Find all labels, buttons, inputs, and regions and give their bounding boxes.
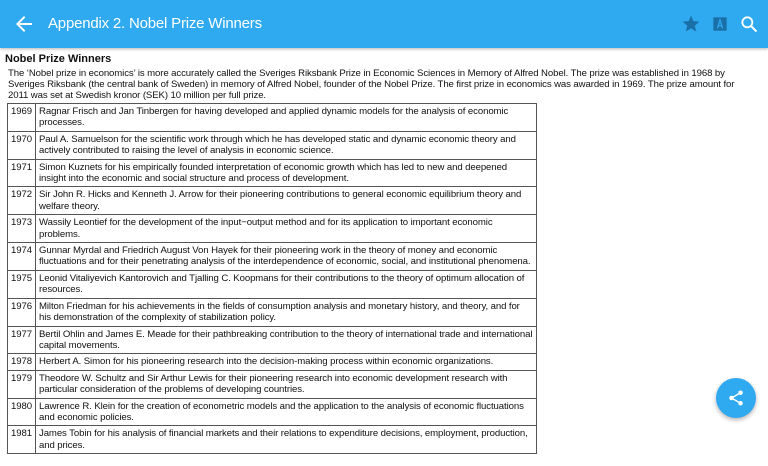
laureate-cell: Bertil Ohlin and James E. Meade for thei…	[35, 325, 537, 355]
laureate-cell: Ragnar Frisch and Jan Tinbergen for havi…	[35, 103, 537, 132]
year-cell: 1971	[7, 158, 36, 188]
laureate-cell: Milton Friedman for his achievements in …	[35, 297, 537, 327]
year-cell: 1977	[7, 325, 36, 355]
search-icon[interactable]	[739, 14, 759, 34]
intro-paragraph: The ‘Nobel prize in economics’ is more a…	[8, 68, 735, 101]
back-arrow-icon[interactable]	[12, 12, 36, 36]
table-row: 1972 Sir John R. Hicks and Kenneth J. Arr…	[7, 186, 537, 216]
nobel-winners-table: 1969 Ragnar Frisch and Jan Tinbergen for …	[7, 103, 537, 455]
year-cell: 1972	[7, 186, 36, 216]
year-cell: 1976	[7, 297, 36, 327]
table-row: 1981 James Tobin for his analysis of fina…	[7, 425, 537, 455]
table-row: 1973 Wassily Leontief for the development…	[7, 214, 537, 244]
laureate-cell: James Tobin for his analysis of financia…	[35, 425, 537, 455]
year-cell: 1981	[7, 425, 36, 455]
laureate-cell: Simon Kuznets for his empirically founde…	[35, 158, 537, 188]
laureate-cell: Lawrence R. Klein for the creation of ec…	[35, 397, 537, 427]
table-row: 1978 Herbert A. Simon for his pioneering …	[7, 353, 537, 371]
year-cell: 1970	[7, 130, 36, 160]
table-row: 1974 Gunnar Myrdal and Friedrich August V…	[7, 242, 537, 271]
laureate-cell: Leonid Vitaliyevich Kantorovich and Tjal…	[35, 269, 537, 299]
year-cell: 1978	[7, 353, 36, 371]
laureate-cell: Gunnar Myrdal and Friedrich August Von H…	[35, 242, 537, 271]
table-row: 1980 Lawrence R. Klein for the creation o…	[7, 397, 537, 427]
table-row: 1975 Leonid Vitaliyevich Kantorovich and …	[7, 269, 537, 299]
table-row: 1979 Theodore W. Schultz and Sir Arthur L…	[7, 369, 537, 399]
laureate-cell: Herbert A. Simon for his pioneering rese…	[35, 353, 537, 371]
laureate-cell: Wassily Leontief for the development of …	[35, 214, 537, 244]
section-heading: Nobel Prize Winners	[5, 53, 112, 65]
table-row: 1977 Bertil Ohlin and James E. Meade for …	[7, 325, 537, 355]
laureate-cell: Theodore W. Schultz and Sir Arthur Lewis…	[35, 369, 537, 399]
table-row: 1971 Simon Kuznets for his empirically fo…	[7, 158, 537, 188]
share-button[interactable]	[716, 378, 756, 418]
table-row: 1969 Ragnar Frisch and Jan Tinbergen for …	[7, 103, 537, 132]
page-title: Appendix 2. Nobel Prize Winners	[48, 15, 262, 32]
star-icon[interactable]	[681, 14, 701, 34]
year-cell: 1974	[7, 242, 36, 271]
table-row: 1970 Paul A. Samuelson for the scientific…	[7, 130, 537, 160]
share-icon	[729, 390, 743, 406]
app-bar: Appendix 2. Nobel Prize Winners	[0, 0, 768, 48]
laureate-cell: Sir John R. Hicks and Kenneth J. Arrow f…	[35, 186, 537, 216]
year-cell: 1973	[7, 214, 36, 244]
font-icon[interactable]	[710, 14, 730, 34]
laureate-cell: Paul A. Samuelson for the scientific wor…	[35, 130, 537, 160]
year-cell: 1979	[7, 369, 36, 399]
table-row: 1976 Milton Friedman for his achievements…	[7, 297, 537, 327]
content: Nobel Prize Winners The ‘Nobel prize in …	[5, 53, 755, 455]
year-cell: 1980	[7, 397, 36, 427]
year-cell: 1969	[7, 103, 36, 132]
year-cell: 1975	[7, 269, 36, 299]
